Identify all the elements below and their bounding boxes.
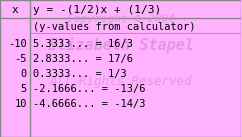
Text: (y-values from calculator): (y-values from calculator) [33,22,196,32]
Text: 5: 5 [21,84,27,94]
Text: 0: 0 [21,69,27,79]
Text: Copyright © 2004: Copyright © 2004 [67,14,175,24]
Text: -2.1666... = -13/6: -2.1666... = -13/6 [33,84,145,94]
Text: -4.6666... = -14/3: -4.6666... = -14/3 [33,99,145,109]
Text: x: x [12,5,18,15]
Text: 5.3333... = 16/3: 5.3333... = 16/3 [33,39,133,49]
Text: 0.3333... = 1/3: 0.3333... = 1/3 [33,69,127,79]
Text: 2.8333... = 17/6: 2.8333... = 17/6 [33,54,133,64]
Text: Elizabeth Stapel: Elizabeth Stapel [48,37,194,53]
Text: -5: -5 [15,54,27,64]
Text: -10: -10 [8,39,27,49]
Text: y = -(1/2)x + (1/3): y = -(1/2)x + (1/3) [33,5,161,15]
Text: All Rights Reserved: All Rights Reserved [49,75,192,89]
Text: 10: 10 [15,99,27,109]
